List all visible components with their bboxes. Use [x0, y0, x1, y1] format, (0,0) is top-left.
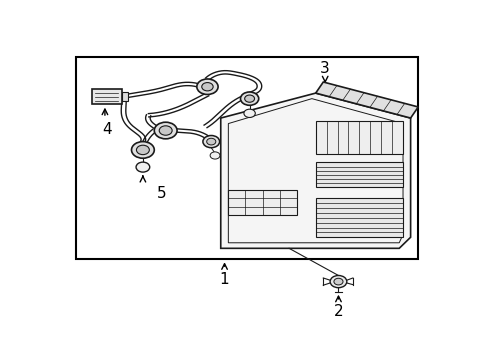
Circle shape — [136, 145, 149, 155]
Circle shape — [334, 278, 343, 285]
Circle shape — [245, 95, 254, 102]
Circle shape — [136, 162, 150, 172]
Circle shape — [210, 152, 220, 159]
Polygon shape — [220, 93, 411, 248]
Circle shape — [244, 109, 255, 117]
Circle shape — [330, 275, 347, 288]
Circle shape — [207, 138, 216, 145]
Bar — [76, 57, 418, 260]
Circle shape — [202, 82, 213, 91]
Text: 4: 4 — [102, 122, 112, 138]
Bar — [122, 92, 128, 102]
Polygon shape — [316, 82, 418, 118]
Text: 2: 2 — [334, 304, 343, 319]
Text: 3: 3 — [320, 62, 330, 76]
Circle shape — [203, 135, 220, 148]
Circle shape — [154, 122, 177, 139]
Polygon shape — [316, 121, 403, 154]
Circle shape — [241, 92, 259, 105]
Polygon shape — [316, 162, 403, 187]
Text: 1: 1 — [220, 272, 229, 287]
Circle shape — [197, 79, 218, 94]
Bar — [92, 89, 122, 104]
Circle shape — [131, 141, 154, 158]
Polygon shape — [316, 198, 403, 237]
Polygon shape — [228, 190, 297, 215]
Text: 5: 5 — [157, 186, 167, 201]
Circle shape — [159, 126, 172, 135]
